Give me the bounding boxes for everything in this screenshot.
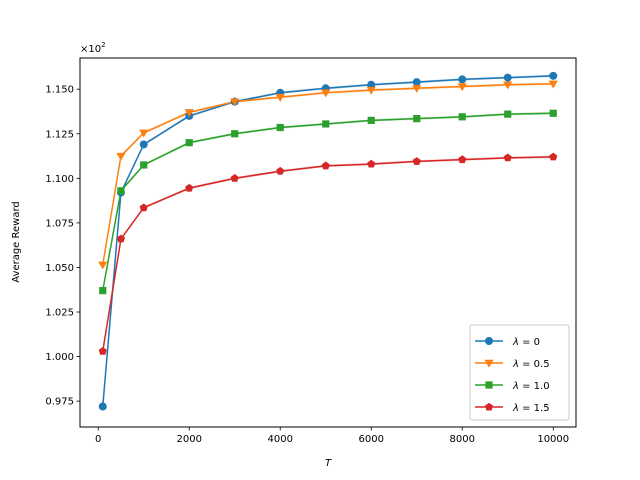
y-tick-label: 0.975	[45, 397, 74, 408]
data-point-lambda-1-0	[413, 115, 421, 123]
series-line-lambda-1-5	[102, 156, 554, 352]
data-point-lambda-1-5	[276, 166, 285, 175]
legend-label-lambda-0: λ = 0	[512, 337, 540, 348]
y-tick-label: 1.025	[45, 308, 74, 319]
data-point-lambda-0	[503, 73, 512, 82]
data-point-lambda-0	[367, 80, 376, 89]
y-axis-label: Average Reward	[11, 201, 22, 282]
data-point-lambda-1-0	[504, 110, 512, 118]
data-point-lambda-1-5	[458, 155, 467, 164]
data-point-lambda-0	[549, 71, 558, 80]
legend-marker-lambda-1-5	[484, 402, 494, 411]
series-line-lambda-0-5	[102, 83, 554, 265]
data-point-lambda-0-5	[116, 152, 126, 161]
series-line-lambda-1-0	[102, 112, 554, 291]
data-point-lambda-0-5	[503, 81, 513, 90]
x-tick-label: 4000	[267, 434, 292, 445]
y-tick-label: 1.050	[45, 263, 74, 274]
data-point-lambda-0-5	[139, 129, 149, 138]
legend-marker-lambda-0	[485, 337, 493, 345]
series-markers	[98, 71, 558, 411]
data-point-lambda-0-5	[457, 83, 467, 92]
data-point-lambda-1-5	[549, 152, 558, 161]
data-point-lambda-1-0	[231, 130, 239, 138]
data-point-lambda-0	[458, 75, 467, 84]
y-tick-label: 1.100	[45, 174, 74, 185]
x-tick-label: 2000	[176, 434, 201, 445]
x-axis-ticks: 0 2000 4000 6000 8000 10000	[95, 427, 569, 445]
data-point-lambda-1-5	[503, 153, 512, 162]
data-point-lambda-1-0	[276, 123, 284, 132]
data-point-lambda-1-5	[412, 157, 421, 165]
data-point-lambda-0-5	[275, 93, 285, 102]
data-point-lambda-0-5	[412, 85, 422, 93]
data-point-lambda-1-0	[458, 113, 466, 121]
legend-frame	[469, 324, 570, 421]
y-tick-label: 1.150	[45, 85, 74, 96]
data-point-lambda-0-5	[184, 109, 194, 117]
data-point-lambda-0-5	[230, 98, 240, 107]
legend: λ = 0 λ = 0.5 λ = 1.0 λ = 1.5	[469, 324, 570, 421]
y-tick-label: 1.000	[45, 352, 74, 363]
legend-marker-lambda-0-5	[484, 359, 494, 368]
data-point-lambda-0-5	[366, 86, 376, 95]
data-point-lambda-0	[412, 78, 421, 87]
data-point-lambda-1-0	[117, 187, 125, 195]
data-point-lambda-1-5	[139, 203, 148, 212]
x-axis-label: T	[325, 458, 332, 469]
data-point-lambda-1-5	[185, 183, 194, 192]
data-point-lambda-0-5	[321, 89, 331, 98]
legend-label-lambda-1-0: λ = 1.0	[512, 381, 550, 392]
data-point-lambda-1-0	[322, 120, 330, 128]
y-axis-ticks: 0.975 1.000 1.025 1.050 1.075 1.100 1.125 1.150	[45, 85, 80, 408]
data-point-lambda-1-0	[367, 116, 375, 124]
legend-label-lambda-0-5: λ = 0.5	[512, 359, 550, 370]
data-point-lambda-1-0	[185, 139, 193, 147]
x-tick-label: 0	[95, 434, 101, 445]
data-point-lambda-1-0	[549, 109, 557, 117]
data-point-lambda-0	[139, 140, 148, 149]
series-lines	[102, 75, 554, 407]
data-point-lambda-0	[98, 402, 107, 411]
x-tick-label: 8000	[450, 434, 475, 445]
legend-label-lambda-1-5: λ = 1.5	[512, 403, 550, 414]
data-point-lambda-1-5	[367, 159, 376, 168]
data-point-lambda-1-5	[321, 161, 330, 170]
legend-marker-lambda-1-0	[485, 381, 493, 389]
axes-frame	[79, 57, 577, 428]
data-point-lambda-1-5	[116, 234, 126, 243]
data-point-lambda-1-5	[230, 174, 239, 182]
data-point-lambda-1-5	[98, 346, 107, 355]
data-point-lambda-1-0	[140, 161, 148, 169]
series-line-lambda-0	[102, 75, 554, 407]
data-point-lambda-1-0	[99, 287, 107, 295]
data-point-lambda-0-5	[98, 261, 108, 270]
x-tick-label: 6000	[359, 434, 384, 445]
y-tick-label: 1.075	[45, 218, 74, 229]
data-point-lambda-0-5	[548, 80, 558, 89]
x-tick-label: 10000	[537, 434, 569, 445]
y-tick-label: 1.125	[45, 129, 74, 140]
y-axis-multiplier: ×102	[80, 41, 106, 55]
